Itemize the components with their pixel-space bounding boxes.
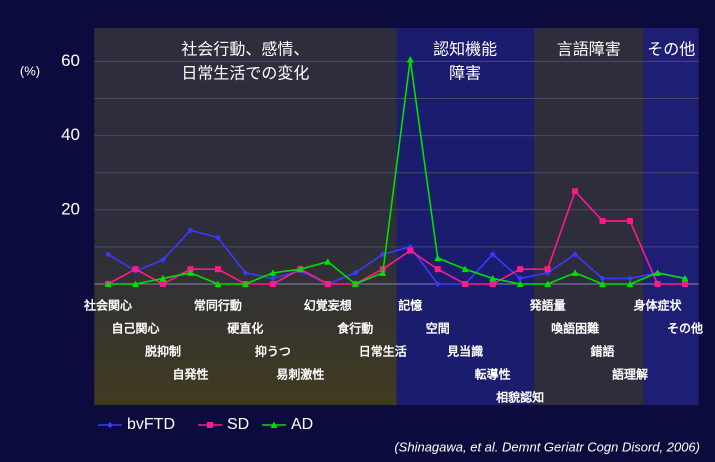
region-label: 社会行動、感情、 [181, 40, 309, 59]
x-tick-label: 語理解 [612, 367, 648, 382]
point [269, 275, 276, 282]
point [352, 269, 359, 276]
point [489, 281, 496, 287]
x-tick-label: 喚語困難 [551, 321, 599, 336]
point [654, 281, 661, 287]
point [516, 280, 524, 287]
x-tick-label: 食行動 [336, 321, 373, 336]
x-tick-label: 常同行動 [194, 298, 242, 313]
point [461, 265, 469, 273]
point [107, 422, 113, 428]
point [214, 280, 222, 287]
x-tick-label: 見当識 [446, 344, 483, 359]
x-tick-label: 発語量 [529, 298, 566, 313]
point [159, 274, 167, 282]
point [187, 266, 194, 273]
legend-label: SD [227, 416, 249, 433]
point [186, 269, 194, 276]
point [572, 188, 579, 195]
point [544, 266, 551, 273]
x-tick-label: 脱抑制 [145, 344, 181, 359]
point [241, 280, 249, 287]
x-tick-label: 抑うつ [255, 344, 291, 359]
x-tick-label: 社会関心 [83, 298, 132, 313]
legend-label: AD [291, 416, 313, 433]
point [270, 421, 278, 428]
region-label: 認知機能 [433, 40, 497, 59]
point [681, 274, 689, 282]
y-tick-label: 60 [61, 51, 80, 70]
y-tick-label: 20 [61, 199, 80, 218]
x-tick-label: 記憶 [398, 298, 422, 313]
region-label: 障害 [449, 64, 481, 83]
point [599, 217, 606, 224]
point [214, 266, 221, 273]
point [324, 281, 331, 287]
region-label: 言語障害 [557, 40, 621, 59]
x-tick-label: 硬直化 [227, 321, 263, 336]
series-line [108, 59, 686, 285]
y-tick-label: 40 [61, 125, 80, 144]
region-band [643, 28, 699, 405]
point [296, 265, 304, 273]
x-tick-label: 自発性 [172, 367, 208, 382]
x-tick-label: 転導性 [475, 367, 511, 382]
x-tick-label: 相貌認知 [496, 390, 544, 405]
point [599, 280, 607, 287]
point [242, 269, 249, 276]
point [544, 280, 552, 287]
point [626, 280, 634, 287]
point [572, 251, 579, 258]
point [351, 280, 359, 287]
x-tick-label: 自己関心 [112, 321, 160, 336]
point [407, 247, 414, 254]
point [207, 422, 213, 428]
point [462, 281, 469, 287]
x-tick-label: その他 [667, 321, 703, 336]
point [599, 275, 606, 282]
x-tick-label: 空間 [426, 321, 450, 336]
point [434, 266, 441, 273]
point [269, 269, 277, 276]
x-tick-label: 錯語 [591, 344, 615, 359]
point [187, 227, 194, 234]
point [627, 217, 634, 224]
region-band [396, 28, 534, 405]
x-tick-label: 身体症状 [633, 298, 682, 313]
region-band [94, 28, 397, 405]
point [489, 274, 497, 282]
x-tick-label: 日常生活 [359, 344, 407, 359]
point [406, 56, 414, 63]
point [517, 275, 524, 282]
point [159, 281, 166, 287]
source: (Shinagawa, et al. Demnt Geriatr Cogn Di… [394, 439, 700, 454]
region-label: 日常生活での変化 [181, 64, 309, 83]
point [434, 254, 442, 262]
point [105, 251, 112, 258]
y-axis-label: (%) [20, 63, 40, 78]
point [517, 266, 524, 273]
point [132, 266, 139, 273]
legend-label: bvFTD [127, 416, 175, 433]
point [379, 269, 387, 276]
series-line [107, 229, 686, 285]
region-label: その他 [647, 40, 695, 59]
point [489, 251, 496, 258]
point [434, 281, 441, 287]
region-band [533, 28, 644, 405]
point [627, 275, 634, 282]
series-line [107, 189, 685, 285]
point [681, 281, 688, 287]
point [571, 269, 579, 276]
point [104, 280, 112, 287]
x-tick-label: 幻覚妄想 [304, 298, 352, 313]
point [159, 256, 166, 263]
x-tick-label: 易刺激性 [276, 367, 324, 382]
point [653, 269, 661, 276]
point [214, 234, 221, 241]
point [324, 258, 332, 265]
point [132, 280, 140, 287]
point [269, 281, 276, 287]
